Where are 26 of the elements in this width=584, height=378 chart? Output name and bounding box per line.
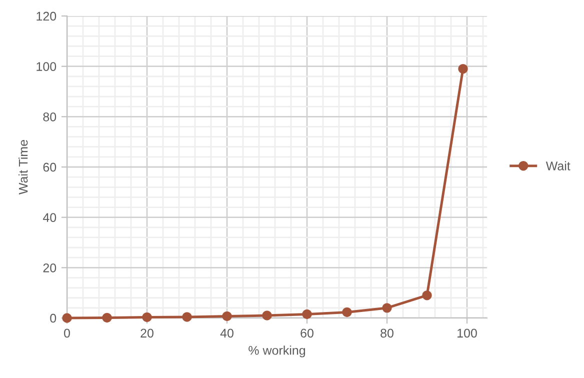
y-tick-label: 0 bbox=[50, 314, 56, 323]
point bbox=[182, 312, 192, 322]
point bbox=[102, 312, 112, 323]
x-tick-label: 100 bbox=[458, 328, 477, 338]
y-tick-label: 100 bbox=[36, 62, 56, 71]
point bbox=[142, 312, 152, 322]
point bbox=[422, 290, 432, 300]
y-tick-label: 80 bbox=[43, 112, 56, 122]
y-axis-title: Wait Time bbox=[18, 140, 28, 194]
x-tick-label: 0 bbox=[64, 328, 70, 338]
point bbox=[342, 307, 352, 318]
point bbox=[262, 310, 272, 320]
x-tick-label: 60 bbox=[300, 328, 314, 338]
x-axis-title: % working bbox=[248, 346, 306, 358]
y-tick-label: 40 bbox=[42, 213, 56, 222]
y-tick-label: 120 bbox=[36, 12, 56, 21]
point bbox=[222, 311, 232, 322]
x-tick-label: 80 bbox=[380, 328, 394, 338]
legend-label: Wait bbox=[546, 161, 570, 170]
x-tick-label: 20 bbox=[140, 328, 154, 338]
x-tick-label: 40 bbox=[220, 328, 234, 338]
point bbox=[382, 303, 392, 313]
y-tick-label: 60 bbox=[43, 162, 56, 172]
point bbox=[302, 309, 312, 320]
y-tick-label: 20 bbox=[43, 263, 56, 272]
point bbox=[458, 64, 468, 74]
